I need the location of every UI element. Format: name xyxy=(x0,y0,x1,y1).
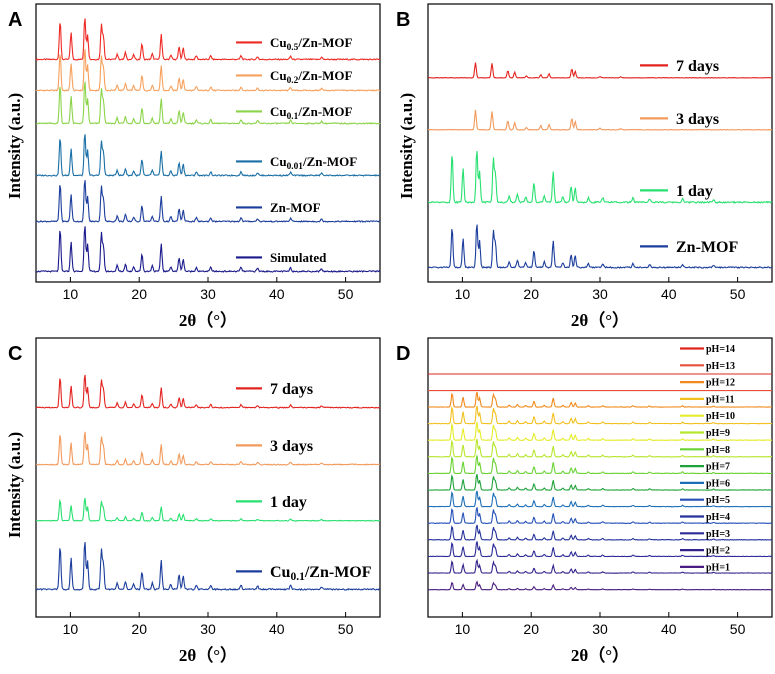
x-axis-label: 2θ（°） xyxy=(179,645,237,665)
series-line xyxy=(427,62,773,79)
series-line xyxy=(35,498,381,522)
legend-label: 7 days xyxy=(676,58,719,75)
series-line xyxy=(427,455,773,475)
series-line xyxy=(427,438,772,458)
x-tick-label: 30 xyxy=(200,621,216,637)
legend-label: pH=14 xyxy=(706,344,735,355)
x-tick-label: 20 xyxy=(523,621,539,637)
series-line xyxy=(427,405,773,425)
panel-d: D 10 20 30 40 50 2θ（°） pH=14 pH=13 pH=12 pH=11 pH=1… xyxy=(396,337,773,665)
legend-label: pH=5 xyxy=(706,495,730,506)
y-axis-label: Intensity (a.u.) xyxy=(5,93,24,199)
series-line xyxy=(35,81,381,125)
panel-c: C 10 20 30 40 50 2θ（°） Intensity (a.u.) 7 days 3 … xyxy=(5,337,381,665)
legend-label: 1 day xyxy=(676,183,713,200)
series-line xyxy=(427,580,773,591)
panel-a: A 10 20 30 40 50 2θ（°） Intensity (a.u.) Cu0.5/Zn… xyxy=(5,3,381,330)
x-tick-label: 40 xyxy=(269,286,285,302)
series-line xyxy=(35,134,381,177)
series-line xyxy=(35,226,381,273)
x-tick-label: 50 xyxy=(730,621,746,637)
series-line xyxy=(35,49,381,92)
series-line xyxy=(428,109,773,131)
x-tick-label: 10 xyxy=(455,621,471,637)
legend-label: pH=2 xyxy=(706,546,730,557)
panel-label-a: A xyxy=(8,9,22,31)
legend-label: pH=9 xyxy=(706,428,730,439)
x-tick-label: 40 xyxy=(661,621,677,637)
legend-label: 3 days xyxy=(270,438,313,455)
x-tick-label: 40 xyxy=(269,621,285,637)
series-line xyxy=(35,542,381,591)
x-tick-label: 20 xyxy=(523,286,539,302)
series-line xyxy=(35,180,381,223)
legend-label: Cu0.1/Zn-MOF xyxy=(270,104,353,122)
legend-label: pH=10 xyxy=(706,411,735,422)
x-axis-label: 2θ（°） xyxy=(179,310,237,330)
series-line xyxy=(427,473,773,491)
legend-label: Cu0.1/Zn-MOF xyxy=(270,564,372,583)
panel-label-d: D xyxy=(396,343,410,365)
x-tick-label: 30 xyxy=(200,286,216,302)
x-tick-label: 10 xyxy=(63,286,79,302)
x-tick-label: 30 xyxy=(592,621,608,637)
y-axis-label: Intensity (a.u.) xyxy=(5,432,24,538)
x-tick-label: 10 xyxy=(455,286,471,302)
x-axis-label: 2θ（°） xyxy=(571,645,629,665)
legend-label: Cu0.2/Zn-MOF xyxy=(270,68,353,86)
series-line xyxy=(427,507,773,525)
series-line xyxy=(427,541,772,558)
legend-label: Simulated xyxy=(270,250,327,265)
legend-label: Cu0.5/Zn-MOF xyxy=(270,35,353,53)
legend-label: Zn-MOF xyxy=(676,239,738,256)
series-line xyxy=(427,558,773,574)
legend-label: Zn-MOF xyxy=(270,200,321,215)
x-tick-label: 10 xyxy=(63,621,79,637)
x-tick-label: 40 xyxy=(661,286,677,302)
legend-label: pH=12 xyxy=(706,378,735,389)
legend-label: Cu0.01/Zn-MOF xyxy=(270,154,357,172)
series-line xyxy=(427,224,773,269)
panel-label-c: C xyxy=(8,343,22,365)
y-axis-label: Intensity (a.u.) xyxy=(397,93,416,199)
series-line xyxy=(35,374,381,409)
x-tick-label: 20 xyxy=(131,286,147,302)
legend-label: pH=1 xyxy=(706,562,730,573)
legend-label: pH=6 xyxy=(706,478,730,489)
legend-label: pH=11 xyxy=(706,394,735,405)
series-line xyxy=(427,524,772,541)
x-tick-label: 50 xyxy=(338,621,354,637)
series-line xyxy=(427,391,773,408)
series-line xyxy=(35,18,381,61)
legend-label: 7 days xyxy=(270,381,313,398)
series-line xyxy=(427,490,773,508)
legend-label: 1 day xyxy=(270,494,307,511)
legend-label: pH=4 xyxy=(706,512,730,523)
series-line xyxy=(428,151,773,204)
panel-b: B 10 20 30 40 50 2θ（°） Intensity (a.u.) 7 days 3 … xyxy=(396,3,773,330)
legend-label: pH=7 xyxy=(706,462,730,473)
x-tick-label: 20 xyxy=(131,621,147,637)
x-tick-label: 50 xyxy=(730,286,746,302)
legend-label: pH=13 xyxy=(706,361,735,372)
x-tick-label: 50 xyxy=(338,286,354,302)
x-tick-label: 30 xyxy=(592,286,608,302)
legend-label: pH=3 xyxy=(706,529,730,540)
legend-label: 3 days xyxy=(676,111,719,128)
legend-label: pH=8 xyxy=(706,445,730,456)
panel-label-b: B xyxy=(396,9,410,31)
x-axis-label: 2θ（°） xyxy=(571,310,629,330)
series-line xyxy=(35,431,381,466)
series-line xyxy=(427,422,773,442)
